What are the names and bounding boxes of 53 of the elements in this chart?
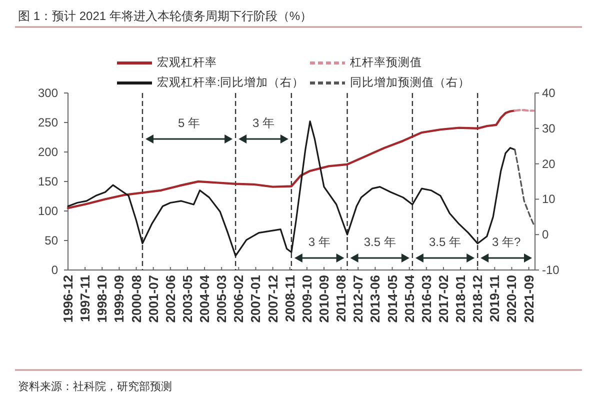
x-tick-label: 2021-09	[521, 275, 536, 323]
annotation: 3 年	[252, 116, 274, 130]
x-tick-label: 2005-03	[214, 275, 230, 323]
x-tick-label: 2011-08	[334, 275, 349, 322]
y2-tick-label: 30	[542, 121, 556, 136]
annotation: 3 年	[308, 235, 330, 249]
x-tick-label: 2007-12	[265, 275, 280, 323]
x-tick-label: 2004-04	[197, 275, 212, 323]
x-tick-label: 2009-10	[299, 275, 314, 323]
y2-tick-label: 0	[542, 228, 549, 242]
annotation: 3 年?	[492, 235, 521, 249]
x-tick-label: 2002-06	[162, 275, 178, 323]
y-tick-label: 0	[51, 263, 58, 277]
x-tick-label: 2000-08	[128, 275, 144, 323]
x-tick-label: 2015-04	[402, 275, 417, 323]
x-tick-label: 1997-11	[78, 275, 93, 322]
annotation: 5 年	[178, 116, 200, 130]
x-tick-label: 2012-07	[350, 275, 366, 323]
x-tick-label: 2001-07	[146, 275, 161, 323]
y-tick-label: 50	[44, 234, 58, 248]
x-tick-label: 2019-11	[487, 275, 502, 322]
x-tick-label: 2018-12	[470, 275, 486, 323]
x-tick-label: 1999-09	[112, 275, 127, 323]
y-tick-label: 200	[38, 145, 58, 159]
legend-label: 宏观杠杆率:同比增加（右）	[157, 77, 304, 89]
x-tick-label: 2020-10	[504, 275, 520, 323]
annotation: 3.5 年	[429, 235, 462, 249]
legend-label: 同比增加预测值（右）	[350, 77, 470, 89]
y2-tick-label: 40	[542, 86, 556, 100]
legend-label: 杠杆率预测值	[350, 57, 422, 69]
x-tick-label: 1998-10	[94, 275, 110, 323]
y2-tick-label: 20	[542, 156, 556, 171]
x-tick-label: 1996-12	[60, 275, 76, 323]
legend-label: 宏观杠杆率	[157, 57, 217, 69]
source: 资料来源：社科院，研究部预测	[18, 381, 172, 393]
x-tick-label: 2013-06	[368, 275, 383, 323]
y-tick-label: 150	[38, 174, 58, 188]
x-tick-label: 2008-11	[282, 275, 298, 322]
y2-tick-label: 10	[542, 192, 556, 206]
x-tick-label: 2003-05	[180, 275, 195, 323]
x-tick-label: 2007-01	[248, 275, 264, 323]
x-tick-label: 2006-02	[231, 275, 246, 323]
y-tick-label: 250	[38, 116, 58, 130]
y2-tick-label: -10	[542, 263, 560, 277]
title: 图 1：预计 2021 年将进入本轮债务周期下行阶段（%）	[18, 9, 312, 23]
x-tick-label: 2010-09	[316, 275, 332, 323]
x-tick-label: 2016-03	[418, 275, 434, 323]
x-tick-label: 2014-05	[384, 275, 400, 323]
y-tick-label: 100	[38, 204, 58, 218]
annotation: 3.5 年	[364, 235, 396, 249]
x-tick-label: 2018-01	[453, 275, 468, 323]
x-tick-label: 2017-02	[436, 275, 451, 323]
y-tick-label: 300	[38, 86, 58, 100]
